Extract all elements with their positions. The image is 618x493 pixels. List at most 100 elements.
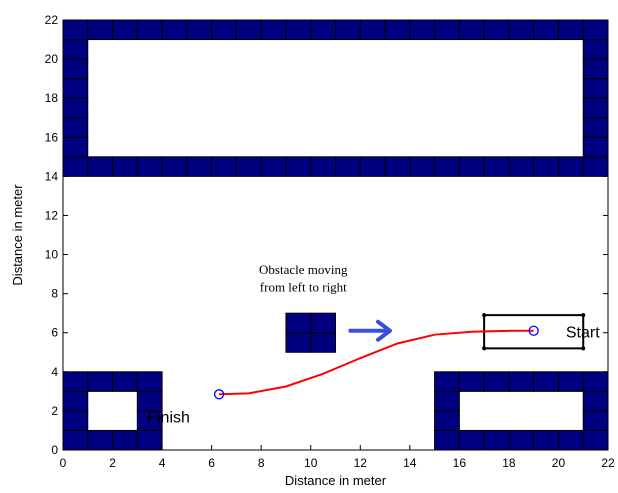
x-tick-label: 8	[258, 456, 265, 470]
x-tick-label: 10	[304, 456, 318, 470]
obstacle-cell	[136, 390, 163, 412]
obstacle-cell	[384, 19, 411, 41]
obstacle-cell	[533, 429, 559, 451]
obstacle-cell	[434, 410, 460, 431]
finish-label: Finish	[147, 410, 190, 427]
obstacle-cell	[335, 156, 361, 177]
x-tick-label: 0	[60, 456, 67, 470]
obstacle-cell	[384, 156, 411, 177]
obstacle-cell	[136, 429, 163, 451]
obstacle-cell	[136, 19, 163, 41]
obstacle-cell	[582, 117, 609, 138]
obstacle-cell	[62, 117, 89, 138]
obstacle-cell	[87, 371, 114, 392]
obstacle-cell	[557, 371, 584, 392]
y-tick-label: 12	[45, 208, 59, 222]
y-tick-label: 0	[51, 443, 58, 457]
x-axis-label: Distance in meter	[285, 473, 387, 488]
obstacle-cell	[359, 19, 386, 41]
obstacle-top-wall	[62, 19, 609, 177]
y-tick-label: 6	[51, 326, 58, 340]
vehicle-corner	[581, 313, 586, 318]
obstacle-cell	[62, 156, 89, 177]
obstacle-cell	[483, 19, 510, 41]
y-tick-label: 10	[45, 248, 59, 262]
obstacle-cell	[582, 136, 609, 158]
obstacle-cell	[62, 97, 89, 119]
obstacle-cell	[235, 19, 262, 41]
obstacle-cell	[582, 39, 609, 60]
obstacle-cell	[310, 19, 336, 41]
obstacle-cell	[533, 19, 559, 41]
obstacle-cell	[62, 390, 89, 412]
obstacle-cell	[582, 371, 609, 392]
obstacle-cell	[557, 19, 584, 41]
obstacle-cell	[582, 58, 609, 80]
obstacle-cell	[285, 156, 312, 177]
obstacle-cell	[483, 156, 510, 177]
planned-path-line	[219, 329, 534, 396]
start-marker	[528, 325, 539, 336]
obstacle-cell	[434, 371, 460, 392]
obstacle-cell	[582, 429, 609, 451]
obstacle-bottom-right-block	[434, 371, 609, 451]
obstacle-cell	[112, 19, 138, 41]
obstacle-cell	[62, 58, 89, 80]
obstacle-cell	[483, 429, 510, 451]
obstacle-cell	[161, 19, 188, 41]
obstacle-cell	[87, 156, 114, 177]
obstacle-cell	[112, 156, 138, 177]
obstacle-cell	[483, 371, 510, 392]
x-tick-label: 4	[159, 456, 166, 470]
x-tick-label: 20	[552, 456, 566, 470]
obstacle-cell	[582, 19, 609, 41]
obstacle-cell	[409, 156, 436, 177]
obstacle-cell	[508, 429, 535, 451]
x-tick-label: 18	[502, 456, 516, 470]
obstacle-cell	[310, 332, 336, 353]
y-tick-label: 2	[51, 404, 58, 418]
obstacle-cell	[310, 156, 336, 177]
obstacle-cell	[235, 156, 262, 177]
y-tick-label: 16	[45, 130, 59, 144]
obstacle-cell	[112, 429, 138, 451]
obstacle-cell	[582, 390, 609, 412]
obstacle-cell	[260, 156, 287, 177]
obstacle-cell	[434, 390, 460, 412]
obstacle-cell	[434, 156, 460, 177]
obstacle-cell	[533, 371, 559, 392]
obstacle-cell	[211, 19, 237, 41]
obstacle-cell	[62, 19, 89, 41]
x-tick-label: 22	[601, 456, 615, 470]
obstacle-cell	[62, 429, 89, 451]
obstacle-cell	[458, 429, 485, 451]
obstacle-cell	[582, 156, 609, 177]
obstacle-cell	[582, 410, 609, 431]
obstacle-cell	[335, 19, 361, 41]
obstacle-cell	[557, 429, 584, 451]
obstacle-cell	[434, 429, 460, 451]
obstacle-cell	[458, 371, 485, 392]
vehicle-corner	[581, 346, 586, 351]
obstacle-cell	[508, 19, 535, 41]
vehicle-corner	[482, 313, 487, 318]
obstacle-cell	[186, 19, 213, 41]
obstacle-cell	[359, 156, 386, 177]
y-tick-label: 18	[45, 91, 59, 105]
obstacle-cell	[582, 78, 609, 99]
obstacle-cell	[211, 156, 237, 177]
obstacle-cell	[186, 156, 213, 177]
x-tick-label: 2	[109, 456, 116, 470]
obstacle-note-line1: Obstacle moving	[259, 262, 348, 277]
obstacle-cell	[87, 19, 114, 41]
obstacle-cell	[62, 78, 89, 99]
obstacle-cell	[62, 39, 89, 60]
obstacle-cell	[161, 156, 188, 177]
obstacle-cell	[62, 410, 89, 431]
x-tick-label: 16	[453, 456, 467, 470]
y-axis-label: Distance in meter	[10, 184, 25, 286]
obstacle-cell	[310, 312, 336, 334]
y-tick-label: 4	[51, 365, 58, 379]
obstacle-note-line2: from left to right	[260, 280, 347, 295]
obstacle-cell	[409, 19, 436, 41]
